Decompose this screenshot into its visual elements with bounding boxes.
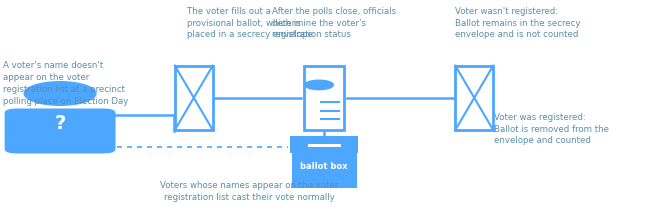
Bar: [455, 66, 493, 130]
Bar: [308, 145, 341, 147]
Bar: [290, 136, 358, 153]
Circle shape: [305, 80, 333, 90]
Text: The voter fills out a
provisional ballot, which is
placed in a secrecy envelope: The voter fills out a provisional ballot…: [187, 7, 313, 39]
Bar: [291, 141, 357, 188]
Text: ?: ?: [54, 114, 66, 133]
Text: Voter was registered:
Ballot is removed from the
envelope and counted: Voter was registered: Ballot is removed …: [494, 113, 608, 145]
Text: Voter wasn't registered:
Ballot remains in the secrecy
envelope and is not count: Voter wasn't registered: Ballot remains …: [455, 7, 580, 39]
Text: Voters whose names appear on the voter
registration list cast their vote normall: Voters whose names appear on the voter r…: [160, 181, 339, 202]
Text: ballot box: ballot box: [301, 162, 348, 171]
Text: After the polls close, officials
determine the voter's
registration status: After the polls close, officials determi…: [272, 7, 396, 39]
Bar: [175, 66, 213, 130]
Bar: [304, 66, 345, 130]
Text: A voter's name doesn't
appear on the voter
registration list at a precinct
polli: A voter's name doesn't appear on the vot…: [3, 61, 128, 106]
FancyBboxPatch shape: [5, 108, 115, 153]
Circle shape: [24, 82, 96, 105]
